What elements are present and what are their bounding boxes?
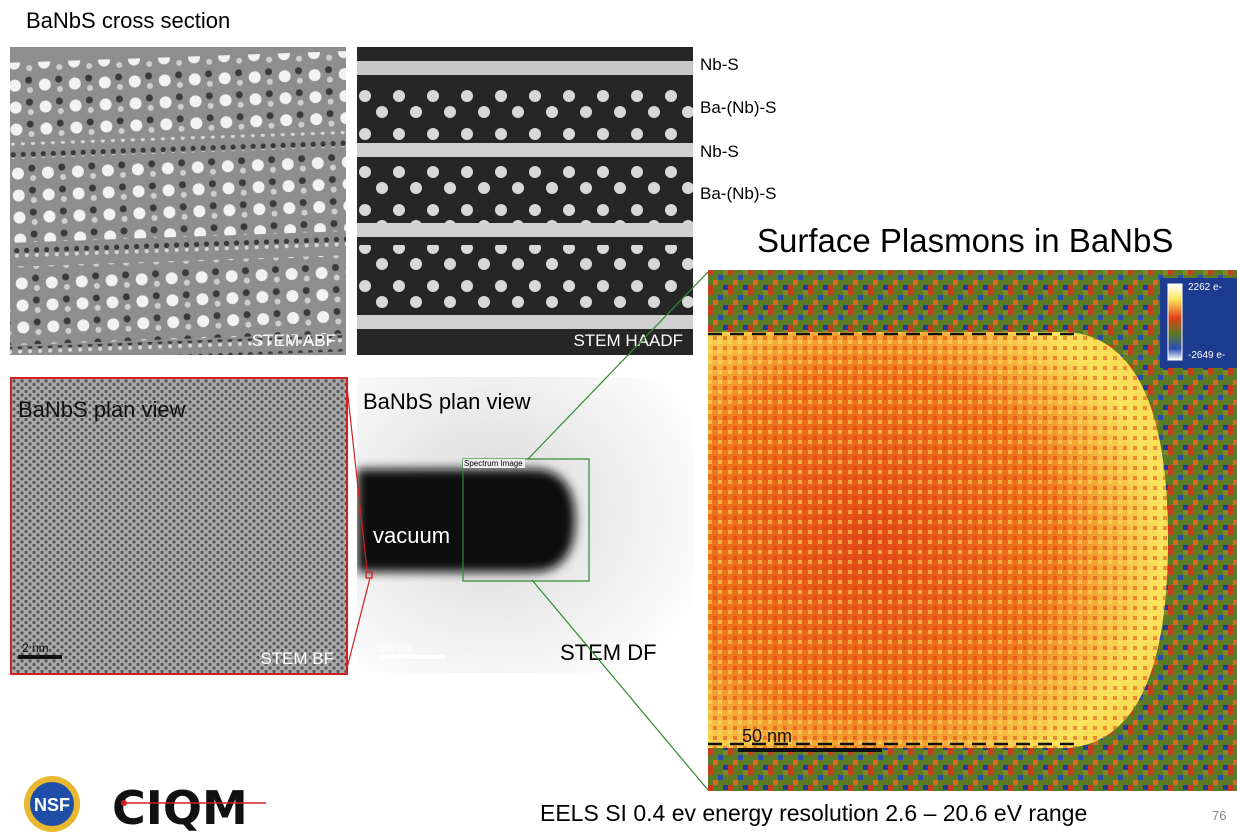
df-scale-label: 100 nm [379, 643, 413, 654]
slide-title: BaNbS cross section [26, 8, 231, 33]
footer-caption: EELS SI 0.4 ev energy resolution 2.6 – 2… [540, 800, 1088, 826]
plasmon-title: Surface Plasmons in BaNbS [757, 222, 1174, 259]
layer-label-ba-nb-s-2: Ba-(Nb)-S [700, 184, 777, 203]
eels-scale-label: 50 nm [742, 726, 793, 746]
eels-map: 2262 e- -2649 e- 50 nm [708, 270, 1237, 791]
stem-df-image: BaNbS plan view Spectrum Image vacuum 10… [357, 377, 693, 673]
stem-haadf-label: STEM HAADF [573, 331, 683, 350]
stem-bf-image: BaNbS plan view 2 nm STEM BF [10, 377, 348, 675]
spectrum-image-label: Spectrum Image [464, 459, 523, 468]
ciqm-logo: CIQM [108, 776, 268, 835]
stem-abf-label: STEM ABF [251, 331, 336, 350]
ciqm-logo-text: CIQM [112, 781, 248, 834]
stem-abf-image: STEM ABF [10, 47, 346, 355]
df-title: BaNbS plan view [363, 389, 531, 414]
layer-label-ba-nb-s-1: Ba-(Nb)-S [700, 98, 777, 117]
stem-df-label: STEM DF [560, 640, 657, 665]
stem-haadf-image: STEM HAADF [357, 47, 693, 355]
stem-bf-label: STEM BF [260, 649, 334, 668]
bf-title: BaNbS plan view [18, 397, 186, 422]
nsf-logo-text: NSF [34, 795, 70, 815]
vacuum-label: vacuum [373, 523, 451, 548]
layer-label-nb-s-2: Nb-S [700, 142, 739, 161]
colorbar-min-label: -2649 e- [1188, 350, 1226, 361]
nsf-logo: NSF [22, 774, 82, 834]
layer-label-nb-s-1: Nb-S [700, 55, 739, 74]
colorbar-max-label: 2262 e- [1188, 282, 1222, 293]
bf-scale-label: 2 nm [22, 641, 49, 655]
page-number: 76 [1212, 808, 1227, 823]
